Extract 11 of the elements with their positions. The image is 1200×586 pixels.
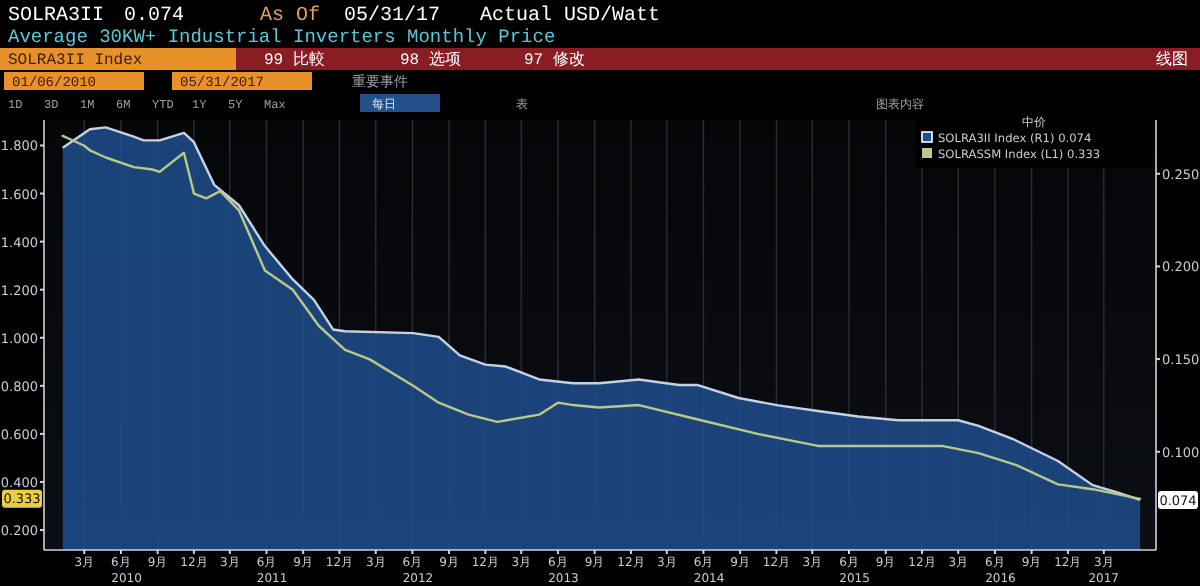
text: 05/31/17 (344, 4, 441, 28)
text: 98 选项 (400, 50, 461, 70)
text: SOLRA3II (8, 6, 105, 28)
text: Actual USD/Watt (480, 4, 661, 28)
text: As Of (260, 4, 321, 28)
text: 0.074 (124, 6, 185, 28)
chart-title: Average 30KW+ Industrial Inverters Monthly Price (8, 26, 556, 48)
text: 97 修改 (524, 50, 585, 70)
text: 线图 (1156, 50, 1188, 70)
text: 99 比較 (264, 50, 325, 70)
text: SOLRA3II Index (8, 52, 143, 70)
